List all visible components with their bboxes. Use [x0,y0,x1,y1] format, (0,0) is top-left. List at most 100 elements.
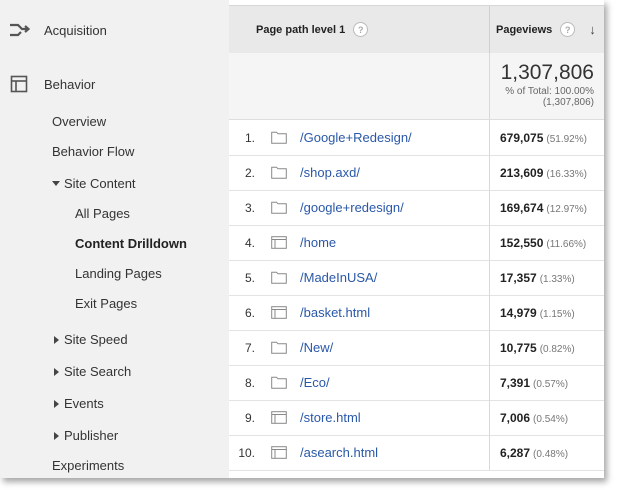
sidebar-item-content-drilldown[interactable]: Content Drilldown [75,236,187,251]
sidebar-item-label: Events [64,396,104,411]
sidebar-item-label: Exit Pages [75,296,138,311]
row-number: 9. [244,410,255,425]
sidebar-item-overview[interactable]: Overview [52,114,106,129]
column-divider [489,400,490,435]
row-number: 10. [238,445,255,460]
sidebar-item-landing-pages[interactable]: Landing Pages [75,266,162,281]
sidebar-item-label: Behavior Flow [52,144,135,159]
sidebar-item-label: Acquisition [44,22,107,38]
sidebar-item-behavior[interactable]: Behavior [0,60,229,108]
data-table: Page path level 1 ? Pageviews ? ↓ 1,307,… [229,0,604,478]
table-row[interactable]: 9. /store.html 7,006 (0.54%) [229,400,604,436]
sidebar-item-label: Site Search [64,364,132,379]
page-path-link[interactable]: /home [300,235,337,250]
pageviews-percent: (0.57%) [533,378,569,390]
caret-right-icon [54,431,59,440]
table-row[interactable]: 1. /Google+Redesign/679,075 (51.92%) [229,120,604,156]
table-row[interactable]: 5. /MadeInUSA/17,357 (1.33%) [229,260,604,296]
table-row[interactable]: 4. /home 152,550 (11.66%) [229,225,604,261]
page-icon[interactable] [271,236,287,249]
totals-spacer [229,53,490,119]
behavior-icon [8,73,30,95]
pageviews-cell: 6,287 (0.48%) [500,446,568,460]
pageviews-percent: (12.97%) [546,203,587,215]
pageviews-percent: (11.66%) [546,238,587,250]
sidebar-item-label: Site Speed [64,332,128,347]
row-number: 1. [244,130,255,145]
caret-right-icon [54,399,59,408]
sidebar-item-exit-pages[interactable]: Exit Pages [75,296,137,311]
sidebar-item-acquisition[interactable]: Acquisition [0,6,229,54]
pageviews-value: 152,550 [500,235,544,250]
table-row[interactable]: 6. /basket.html 14,979 (1.15%) [229,295,604,331]
folder-icon[interactable] [271,166,287,179]
row-number: 5. [244,270,255,285]
sidebar-item-publisher[interactable]: Publisher [54,428,118,443]
pageviews-value: 679,075 [500,130,544,145]
page-path-link[interactable]: /Google+Redesign/ [300,130,412,145]
page-path-link[interactable]: /google+redesign/ [300,200,404,215]
page-path-link[interactable]: /basket.html [300,305,371,320]
folder-icon[interactable] [271,341,287,354]
column-divider [489,225,490,260]
page-path-link[interactable]: /store.html [300,410,361,425]
column-divider [489,155,490,190]
sort-descending-icon[interactable]: ↓ [589,22,596,37]
row-number: 4. [244,235,255,250]
pageviews-percent: (1.15%) [539,308,575,320]
folder-icon[interactable] [271,376,287,389]
pageviews-cell: 679,075 (51.92%) [500,131,587,145]
column-divider [489,120,490,155]
column-header-dimension[interactable]: Page path level 1 ? [229,6,490,53]
caret-down-icon [52,181,60,187]
row-number: 3. [244,200,255,215]
pageviews-value: 7,006 [500,410,531,425]
sidebar-item-site-search[interactable]: Site Search [54,364,131,379]
pageviews-cell: 7,391 (0.57%) [500,376,568,390]
page-path-link[interactable]: /shop.axd/ [300,165,360,180]
folder-icon[interactable] [271,201,287,214]
sidebar-item-all-pages[interactable]: All Pages [75,206,130,221]
pageviews-percent: (0.82%) [539,343,575,355]
page-icon[interactable] [271,411,287,424]
help-icon[interactable]: ? [560,22,576,37]
pageviews-cell: 14,979 (1.15%) [500,306,575,320]
sidebar-item-behavior-flow[interactable]: Behavior Flow [52,144,134,159]
help-icon[interactable]: ? [353,22,369,37]
total-absolute-line: (1,307,806) [542,97,594,108]
sidebar-item-label: Experiments [52,458,125,473]
table-row[interactable]: 8. /Eco/7,391 (0.57%) [229,365,604,401]
page-path-link[interactable]: /Eco/ [300,375,330,390]
pageviews-percent: (0.48%) [533,448,569,460]
column-divider [489,190,490,225]
sidebar-item-site-speed[interactable]: Site Speed [54,332,128,347]
folder-icon[interactable] [271,131,287,144]
totals-cell: 1,307,806 % of Total: 100.00% (1,307,806… [490,53,604,119]
column-header-pageviews[interactable]: Pageviews ? ↓ [490,6,604,53]
pageviews-cell: 7,006 (0.54%) [500,411,568,425]
sidebar-item-label: Behavior [44,76,96,92]
page-path-link[interactable]: /New/ [300,340,334,355]
page-icon[interactable] [271,306,287,319]
row-number: 2. [244,165,255,180]
totals-row: 1,307,806 % of Total: 100.00% (1,307,806… [229,53,604,120]
sidebar-item-events[interactable]: Events [54,396,104,411]
column-divider [489,330,490,365]
pageviews-cell: 17,357 (1.33%) [500,271,575,285]
pageviews-percent: (1.33%) [539,273,575,285]
column-header-label: Pageviews [496,23,553,36]
sidebar-item-site-content[interactable]: Site Content [52,176,136,191]
page-path-link[interactable]: /MadeInUSA/ [300,270,378,285]
folder-icon[interactable] [271,271,287,284]
sidebar-item-experiments[interactable]: Experiments [52,458,124,473]
total-percent: % of Total: 100.00% (1,307,806) [505,86,594,108]
table-row[interactable]: 7. /New/10,775 (0.82%) [229,330,604,366]
table-row[interactable]: 10. /asearch.html 6,287 (0.48%) [229,435,604,471]
column-divider [489,295,490,330]
pageviews-cell: 152,550 (11.66%) [500,236,586,250]
page-path-link[interactable]: /asearch.html [300,445,379,460]
table-row[interactable]: 2. /shop.axd/213,609 (16.33%) [229,155,604,191]
table-row[interactable]: 3. /google+redesign/169,674 (12.97%) [229,190,604,226]
pageviews-value: 14,979 [500,305,537,320]
page-icon[interactable] [271,446,287,459]
